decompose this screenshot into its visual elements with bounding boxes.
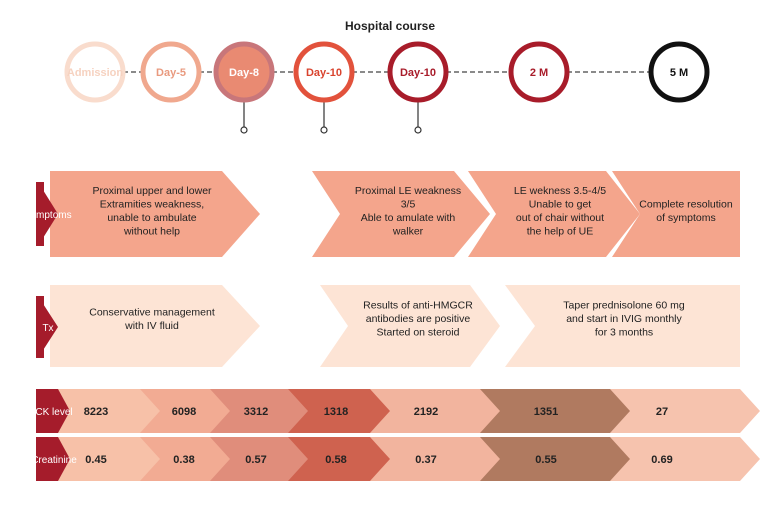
text-line: Conservative management [89, 306, 215, 318]
tx-text: Conservative management with IV fluid [89, 306, 215, 332]
text-line: unable to ambulate [107, 212, 196, 224]
text-line: Extramities weakness, [100, 198, 204, 210]
tx-text: Taper prednisolone 60 mg and start in IVI… [563, 300, 685, 339]
ck-level-value: 3312 [244, 406, 268, 418]
tx-text: Results of anti-HMGCR antibodies are posi… [363, 300, 473, 339]
creatinine-value: 0.38 [173, 454, 194, 466]
timeline-node: Day-10 [293, 41, 355, 134]
timeline-node: Day-10 [387, 41, 449, 134]
timeline-pin-head [320, 126, 328, 134]
ck-level-value: 8223 [84, 406, 108, 418]
text-line: Unable to get [529, 198, 592, 210]
timeline-pin-head [240, 126, 248, 134]
creatinine-label: Creatinine [31, 455, 77, 466]
timeline-label: 2 M [530, 67, 548, 79]
timeline-label: Day-8 [229, 67, 259, 79]
creatinine-segment [610, 437, 760, 481]
creatinine-value: 0.69 [651, 454, 672, 466]
symptom-box [312, 171, 490, 257]
timeline-circle [648, 41, 710, 103]
symptom-box [50, 171, 260, 257]
creatinine-row: 0.45 0.38 0.57 0.58 0.37 0.55 0.69 Creatinine [31, 437, 760, 481]
ck-level-value: 1318 [324, 406, 348, 418]
creatinine-value: 0.55 [535, 454, 556, 466]
symptom-box [468, 171, 640, 257]
text-line: Started on steroid [377, 327, 460, 339]
creatinine-value: 0.57 [245, 454, 266, 466]
timeline-pin-head [414, 126, 422, 134]
ck-level-label: CK level [35, 407, 72, 418]
ck-level-value: 27 [656, 406, 668, 418]
timeline-circle [213, 41, 275, 103]
text-line: out of chair without [516, 212, 604, 224]
timeline-label: Day-10 [306, 67, 342, 79]
creatinine-value: 0.45 [85, 454, 106, 466]
tx-box [50, 285, 260, 367]
text-line: Results of anti-HMGCR [363, 300, 473, 312]
text-line: Proximal upper and lower [92, 185, 212, 197]
tx-box [505, 285, 740, 367]
ck-level-row: 8223 6098 3312 1318 2192 1351 27 CK level [35, 389, 760, 433]
timeline-label: 5 M [670, 67, 688, 79]
timeline-node: Admission [64, 41, 126, 103]
text-line: 3/5 [401, 198, 416, 210]
symptoms-row: Proximal upper and lower Extramities weak… [24, 171, 740, 257]
text-line: Proximal LE weakness [355, 185, 461, 197]
text-line: Taper prednisolone 60 mg [563, 300, 685, 312]
ck-level-label-pointer [58, 389, 70, 433]
text-line: without help [123, 225, 180, 237]
timeline-label: Admission [67, 67, 124, 79]
text-line: LE wekness 3.5-4/5 [514, 185, 606, 197]
creatinine-label-pointer [58, 437, 70, 481]
symptom-text: LE wekness 3.5-4/5 Unable to get out of ch… [514, 185, 606, 238]
ck-level-value: 2192 [414, 406, 438, 418]
timeline-label: Day-10 [400, 67, 436, 79]
symptom-text: Complete resolution of symptoms [639, 198, 733, 224]
timeline-node: Day-5 [140, 41, 202, 103]
text-line: for 3 months [595, 327, 653, 339]
timeline-circle [508, 41, 570, 103]
text-line: antibodies are positive [366, 313, 471, 325]
timeline-label: Day-5 [156, 67, 186, 79]
creatinine-segment [480, 437, 660, 481]
ck-level-value: 6098 [172, 406, 196, 418]
creatinine-value: 0.37 [415, 454, 436, 466]
timeline-circle [64, 41, 126, 103]
timeline-circle [140, 41, 202, 103]
symptom-box [612, 171, 740, 257]
ck-level-segment [370, 389, 520, 433]
timeline: Admission Day-5 Day-8 Day-10 Day-10 2 M 5 M [64, 41, 710, 134]
text-line: with IV fluid [124, 320, 179, 332]
text-line: Complete resolution [639, 198, 733, 210]
symptom-text: Proximal LE weakness 3/5 Able to amulate w… [355, 185, 461, 238]
symptom-text: Proximal upper and lower Extramities weak… [92, 185, 212, 238]
text-line: Able to amulate with [361, 212, 456, 224]
text-line: the help of UE [527, 225, 594, 237]
timeline-node: 5 M [648, 41, 710, 103]
text-line: of symptoms [656, 212, 716, 224]
text-line: and start in IVIG monthly [566, 313, 682, 325]
creatinine-segment [370, 437, 520, 481]
text-line: walker [392, 225, 424, 237]
tx-row: Conservative management with IV fluid Resu… [36, 285, 740, 367]
timeline-circle [293, 41, 355, 103]
creatinine-value: 0.58 [325, 454, 346, 466]
symptoms-label: Symptoms [24, 210, 71, 221]
tx-label: Tx [42, 323, 53, 334]
ck-level-value: 1351 [534, 406, 558, 418]
ck-level-segment [480, 389, 660, 433]
timeline-circle [387, 41, 449, 103]
diagram-title: Hospital course [345, 19, 435, 33]
timeline-node: Day-8 [213, 41, 275, 134]
ck-level-label-bg [36, 389, 58, 433]
timeline-node: 2 M [508, 41, 570, 103]
symptoms-label-edge [36, 182, 44, 246]
creatinine-label-bg [36, 437, 58, 481]
tx-label-edge [36, 296, 44, 358]
ck-level-segment [610, 389, 760, 433]
tx-box [320, 285, 500, 367]
